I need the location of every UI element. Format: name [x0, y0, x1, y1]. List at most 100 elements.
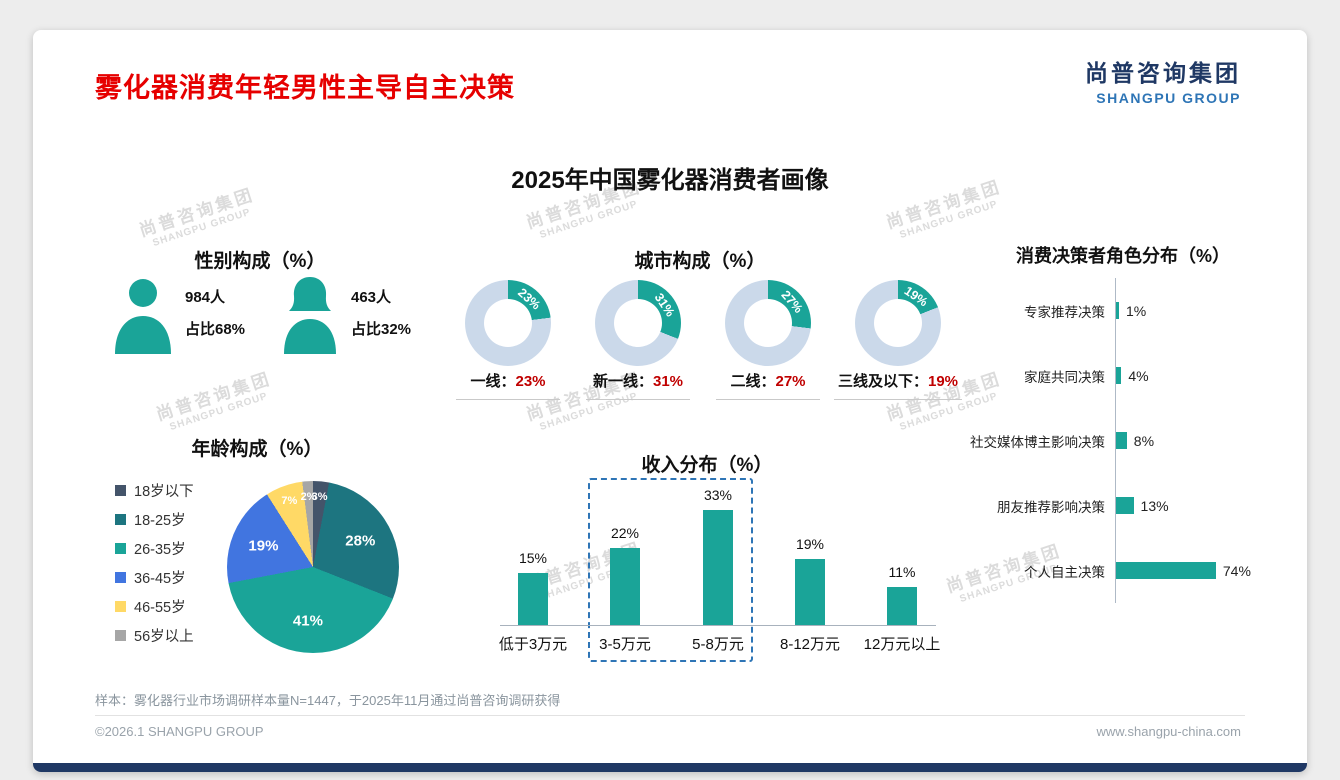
city-donut-charts: 23% 一线：23% 31% 新一线：31% 27% 二线：27% 19% 三线及以下：19%	[33, 30, 1307, 772]
age-legend-label: 18-25岁	[134, 513, 186, 529]
age-legend-swatch	[115, 601, 126, 612]
city-donut-2: 31% 新一线：31%	[586, 280, 690, 400]
age-legend-item: 56岁以上	[115, 621, 194, 650]
age-legend-swatch	[115, 514, 126, 525]
income-value-label: 15%	[518, 549, 548, 566]
age-legend-swatch	[115, 572, 126, 583]
decision-row: 朋友推荐影响决策 13%	[911, 473, 1283, 538]
donut-caption: 新一线：31%	[586, 370, 690, 400]
city-tier-label: 一线：	[470, 373, 516, 390]
pie-slice-label: 19%	[248, 537, 279, 555]
donut-caption: 一线：23%	[456, 370, 560, 400]
income-bar	[703, 509, 733, 625]
age-legend-label: 46-55岁	[134, 600, 186, 616]
logo-chinese: 尚普咨询集团	[1085, 60, 1241, 86]
city-donut-4: 19% 三线及以下：19%	[833, 280, 963, 400]
decision-value-label: 13%	[1140, 497, 1169, 514]
city-tier-label: 二线：	[730, 373, 776, 390]
income-bar	[795, 558, 825, 625]
age-legend-label: 36-45岁	[134, 571, 186, 587]
city-tier-value: 27%	[775, 373, 806, 390]
income-category-label: 3-5万元	[599, 636, 651, 653]
decision-value-label: 74%	[1222, 562, 1251, 579]
donut-ring: 31%	[595, 280, 681, 366]
age-legend-item: 18岁以下	[115, 476, 194, 505]
pie-slice-label: 7%	[281, 495, 298, 508]
footer-copyright: ©2026.1 SHANGPU GROUP	[95, 724, 264, 739]
decision-row: 家庭共同决策 4%	[911, 343, 1283, 408]
age-legend: 18岁以下 18-25岁 26-35岁 36-45岁 46-55岁 56岁以上	[115, 476, 194, 650]
footer-divider	[95, 715, 1245, 716]
donut-hole	[614, 299, 662, 347]
income-highlight-box	[588, 478, 753, 662]
page-title: 雾化器消费年轻男性主导自主决策	[95, 73, 515, 103]
decision-bar-area: 8%	[1115, 408, 1283, 473]
income-axis-line	[500, 625, 936, 626]
decision-bar-area: 74%	[1115, 538, 1283, 603]
city-donut-1: 23% 一线：23%	[456, 280, 560, 400]
income-bar-chart: 15% 低于3万元 22% 3-5万元 33% 5-8万元 19% 8-12万元 11% 12万元…	[33, 30, 1307, 772]
city-tier-value: 19%	[927, 373, 959, 390]
age-legend-item: 18-25岁	[115, 505, 194, 534]
gender-section-title: 性别构成（%）	[194, 251, 326, 272]
age-legend-swatch	[115, 630, 126, 641]
female-share: 占比32%	[351, 321, 412, 338]
age-pie-chart: 3% 28% 41% 19% 7% 2%	[227, 481, 399, 653]
city-tier-value: 23%	[515, 373, 546, 390]
pie-slice-label: 41%	[292, 612, 323, 630]
decision-category-label: 个人自主决策	[1024, 564, 1105, 580]
income-section-title: 收入分布（%）	[641, 455, 773, 476]
income-bar	[887, 586, 917, 625]
income-value-label: 19%	[795, 535, 825, 552]
age-legend-label: 18岁以下	[134, 484, 194, 500]
female-icon	[284, 277, 336, 354]
city-tier-label: 三线及以下：	[837, 373, 928, 390]
age-legend-label: 26-35岁	[134, 542, 186, 558]
decision-category-label: 朋友推荐影响决策	[997, 499, 1105, 515]
city-donut-3: 27% 二线：27%	[716, 280, 820, 400]
decision-bar-area: 4%	[1115, 343, 1283, 408]
donut-caption: 二线：27%	[716, 370, 820, 400]
decision-category-label: 专家推荐决策	[1024, 304, 1105, 320]
decision-bar-chart: 专家推荐决策 1% 家庭共同决策 4% 社交媒体博主影响决策 8% 朋友推荐影响决策 13% 个…	[911, 278, 1283, 603]
donut-ring: 27%	[725, 280, 811, 366]
decision-value-label: 1%	[1126, 302, 1147, 319]
age-legend-item: 36-45岁	[115, 563, 194, 592]
decision-bar	[1116, 432, 1127, 449]
donut-hole	[744, 299, 792, 347]
decision-bar-area: 13%	[1115, 473, 1283, 538]
city-section-title: 城市构成（%）	[634, 251, 766, 272]
decision-value-label: 4%	[1128, 367, 1149, 384]
logo-english: SHANGPU GROUP	[1096, 90, 1241, 106]
donut-hole	[874, 299, 922, 347]
age-legend-item: 46-55岁	[115, 592, 194, 621]
donut-hole	[484, 299, 532, 347]
decision-bar	[1116, 562, 1216, 579]
decision-section-title: 消费决策者角色分布（%）	[1015, 246, 1230, 266]
donut-ring: 19%	[855, 280, 941, 366]
company-logo: 尚普咨询集团 SHANGPU GROUP	[1085, 54, 1241, 106]
income-value-label: 22%	[610, 525, 640, 541]
income-category-label: 12万元以上	[863, 636, 941, 653]
decision-row: 个人自主决策 74%	[911, 538, 1283, 603]
decision-bar	[1116, 367, 1122, 384]
footer-website: www.shangpu-china.com	[1096, 724, 1241, 739]
city-tier-label: 新一线：	[592, 373, 653, 390]
pie-slice-label: 28%	[345, 532, 376, 550]
decision-bar	[1116, 497, 1134, 514]
income-category-label: 5-8万元	[692, 636, 744, 653]
income-value-label: 33%	[703, 486, 733, 503]
donut-caption: 三线及以下：19%	[833, 370, 963, 400]
female-count: 463人	[351, 289, 392, 306]
decision-bar-area: 1%	[1115, 278, 1283, 343]
decision-row: 社交媒体博主影响决策 8%	[911, 408, 1283, 473]
pie-slice-label: 2%	[300, 491, 317, 504]
decision-row: 专家推荐决策 1%	[911, 278, 1283, 343]
sample-note: 样本：雾化器行业市场调研样本量N=1447，于2025年11月通过尚普咨询调研获…	[95, 693, 561, 708]
income-bar	[518, 572, 548, 625]
income-category-label: 低于3万元	[498, 636, 568, 653]
age-legend-label: 56岁以上	[134, 629, 194, 645]
income-bar	[610, 548, 640, 625]
donut-ring: 23%	[465, 280, 551, 366]
